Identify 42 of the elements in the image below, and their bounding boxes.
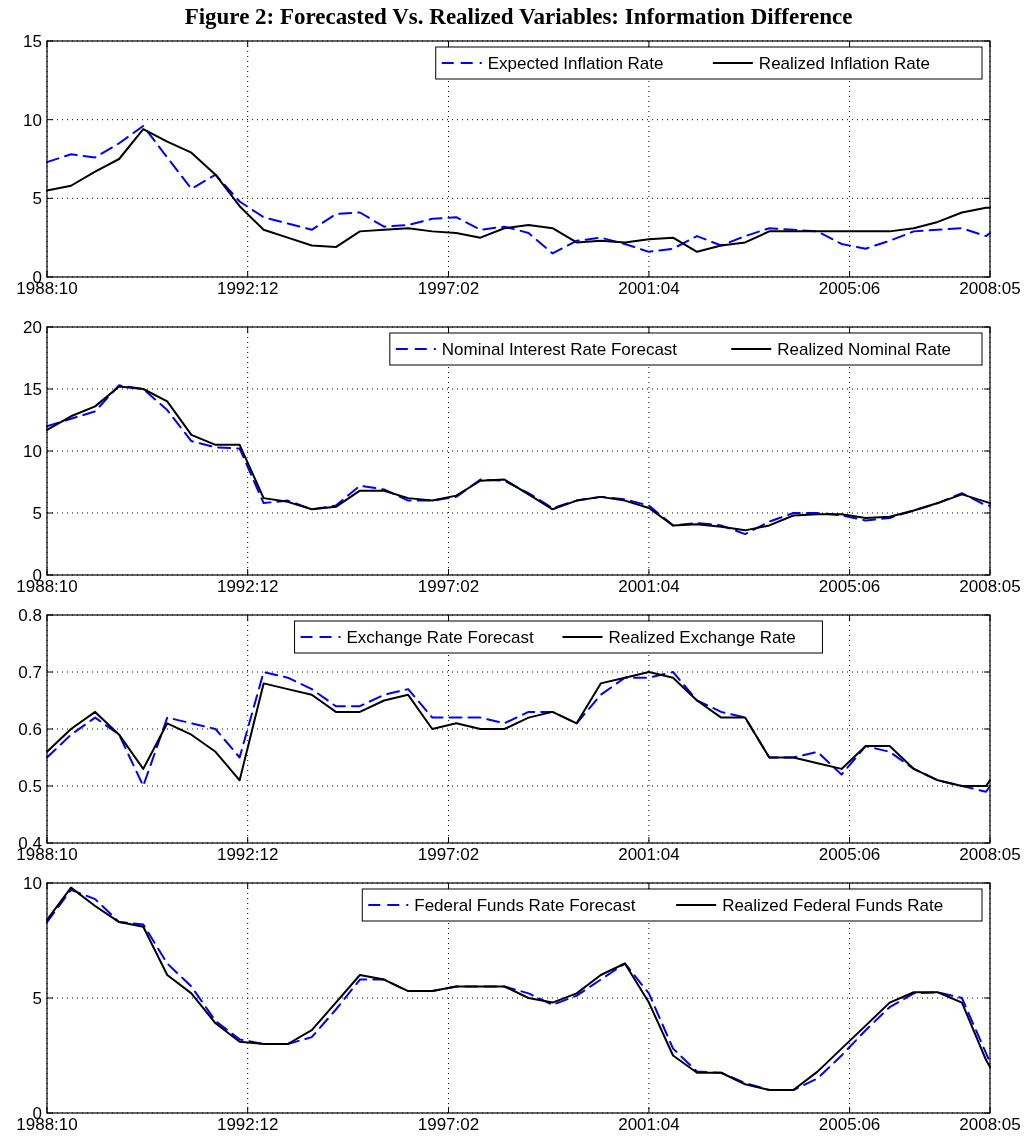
y-tick-label: 0.8	[18, 606, 42, 625]
y-tick-label: 5	[32, 989, 42, 1008]
y-tick-label: 0.7	[18, 663, 42, 682]
legend-label: Realized Federal Funds Rate	[722, 896, 944, 915]
legend-label: Expected Inflation Rate	[487, 54, 664, 73]
y-tick-label: 15	[23, 32, 42, 51]
x-tick-label: 1997:02	[417, 577, 480, 596]
x-tick-label: 2005:06	[818, 279, 881, 298]
x-tick-label: 2008:05	[959, 279, 1021, 298]
x-tick-label: 1992:12	[216, 577, 279, 596]
x-tick-label: 2005:06	[818, 1115, 881, 1134]
x-tick-label: 2001:04	[618, 845, 680, 864]
x-tick-label: 2005:06	[818, 577, 881, 596]
y-tick-label: 0.6	[18, 720, 42, 739]
y-tick-label: 15	[23, 380, 42, 399]
x-tick-label: 2005:06	[818, 845, 881, 864]
x-tick-label: 2001:04	[618, 279, 680, 298]
x-tick-label: 1992:12	[216, 279, 279, 298]
x-tick-label: 1997:02	[417, 1115, 480, 1134]
x-tick-label: 2008:05	[959, 577, 1021, 596]
legend-label: Realized Exchange Rate	[608, 628, 796, 647]
y-tick-label: 0.5	[18, 777, 42, 796]
y-tick-label: 5	[32, 189, 42, 209]
x-tick-label: 1992:12	[216, 1115, 279, 1134]
y-tick-label: 10	[23, 110, 42, 130]
y-tick-label: 10	[23, 874, 42, 893]
legend-label: Realized Nominal Rate	[777, 340, 952, 359]
legend-label: Realized Inflation Rate	[758, 54, 930, 73]
x-tick-label: 1997:02	[417, 845, 480, 864]
chart-title: Figure 2: Forecasted Vs. Realized Variables: Information Difference	[184, 4, 853, 29]
legend-label: Federal Funds Rate Forecast	[414, 896, 636, 915]
y-tick-label: 20	[23, 318, 42, 337]
x-tick-label: 1992:12	[216, 845, 279, 864]
x-tick-label: 2008:05	[959, 1115, 1021, 1134]
legend-label: Exchange Rate Forecast	[346, 628, 534, 647]
y-tick-label: 5	[32, 504, 42, 523]
x-tick-label: 1997:02	[417, 279, 480, 298]
y-tick-label: 10	[23, 442, 42, 461]
legend-label: Nominal Interest Rate Forecast	[441, 340, 678, 359]
x-tick-label: 2001:04	[618, 577, 680, 596]
x-tick-label: 2008:05	[959, 845, 1021, 864]
x-tick-label: 2001:04	[618, 1115, 680, 1134]
